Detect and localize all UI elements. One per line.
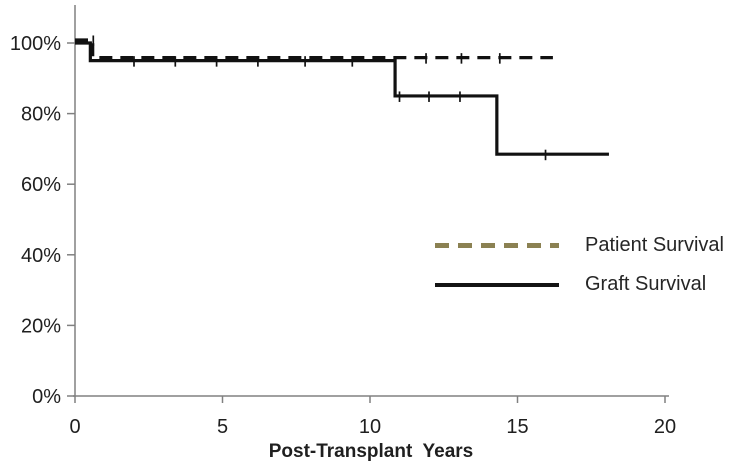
x-tick-label: 5 (217, 416, 228, 438)
x-tick-label: 15 (506, 416, 528, 438)
legend-item-patient-survival: Patient Survival (435, 226, 724, 265)
series-line-patient-survival (75, 38, 553, 60)
x-tick-label: 0 (69, 416, 80, 438)
legend-label-graft-survival: Graft Survival (585, 273, 707, 295)
y-tick-label: 40% (21, 245, 61, 267)
y-tick-label: 100% (10, 33, 61, 55)
legend-item-graft-survival: Graft Survival (435, 265, 724, 304)
y-tick-label: 0% (32, 386, 61, 408)
legend-label-patient-survival: Patient Survival (585, 234, 724, 256)
graft-survival-solid-line-swatch (435, 282, 559, 287)
x-tick-label: 10 (359, 416, 381, 438)
x-axis-title: Post-Transplant Years (268, 441, 474, 462)
y-tick-label: 80% (21, 104, 61, 126)
y-tick-label: 60% (21, 174, 61, 196)
x-tick-label: 20 (654, 416, 676, 438)
series-line-graft-survival (75, 41, 609, 156)
patient-survival-dashed-line-swatch (435, 243, 559, 248)
legend: Patient Survival Graft Survival (435, 226, 724, 304)
y-tick-label: 20% (21, 315, 61, 337)
